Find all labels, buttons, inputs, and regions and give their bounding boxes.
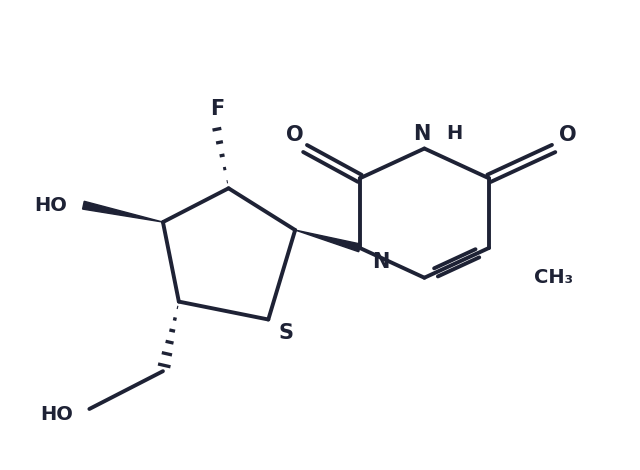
Text: O: O: [559, 125, 577, 145]
Text: N: N: [372, 252, 389, 272]
Text: H: H: [446, 124, 463, 143]
Text: CH₃: CH₃: [534, 268, 573, 287]
Text: O: O: [286, 125, 304, 145]
Polygon shape: [295, 230, 361, 252]
Text: S: S: [278, 323, 294, 344]
Text: HO: HO: [35, 196, 67, 215]
Text: F: F: [211, 99, 225, 119]
Polygon shape: [83, 201, 163, 222]
Text: N: N: [413, 124, 430, 144]
Text: HO: HO: [40, 406, 74, 424]
